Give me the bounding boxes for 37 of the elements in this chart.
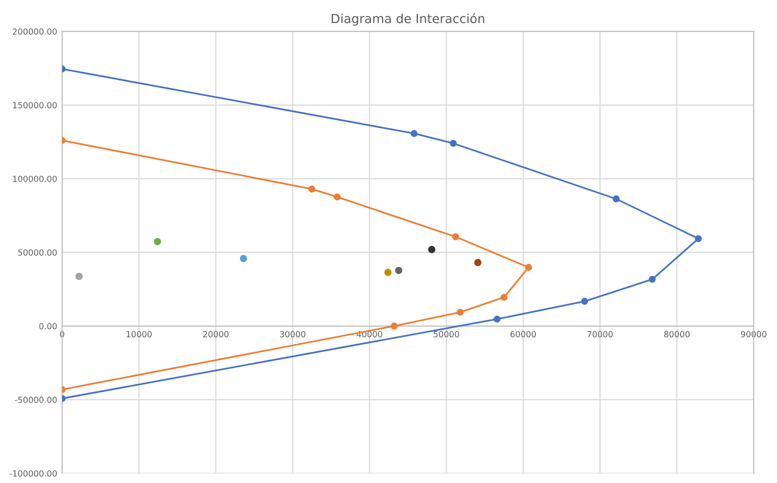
point <box>456 308 464 316</box>
point <box>334 194 341 200</box>
y-tick-label: 150000.00 <box>13 102 57 108</box>
y-tick-label: 100000.00 <box>13 176 57 182</box>
point <box>500 294 508 301</box>
point <box>694 235 702 242</box>
point <box>154 238 162 246</box>
point <box>474 258 482 266</box>
point <box>240 254 248 262</box>
point <box>390 322 398 330</box>
x-tick-label: 90000 <box>740 331 766 338</box>
point <box>494 316 501 323</box>
x-tick-label: 80000 <box>664 331 690 338</box>
y-tick-label: 50000.00 <box>18 249 57 256</box>
x-tick-label: 10000 <box>126 331 152 338</box>
point <box>428 246 436 254</box>
x-tick-label: 30000 <box>280 331 306 338</box>
y-tick-label: 0.00 <box>39 323 57 330</box>
x-tick-label: 70000 <box>587 331 613 338</box>
point <box>612 195 620 202</box>
point <box>384 268 392 276</box>
x-tick-label: 50000 <box>434 331 460 338</box>
point <box>308 186 316 192</box>
x-tick-label: 20000 <box>203 331 229 338</box>
point <box>450 140 457 147</box>
y-tick-label: -50000.00 <box>14 396 57 403</box>
point <box>452 233 460 240</box>
x-tick-label: 60000 <box>510 331 536 338</box>
y-tick-label: -100000.00 <box>10 470 57 477</box>
point <box>525 264 532 271</box>
chart-title: Diagrama de Interacción <box>332 13 484 26</box>
point <box>75 272 83 280</box>
point <box>648 276 656 283</box>
point <box>410 130 418 137</box>
y-tick-label: 200000.00 <box>12 28 57 35</box>
point <box>395 266 402 274</box>
point <box>581 298 588 305</box>
